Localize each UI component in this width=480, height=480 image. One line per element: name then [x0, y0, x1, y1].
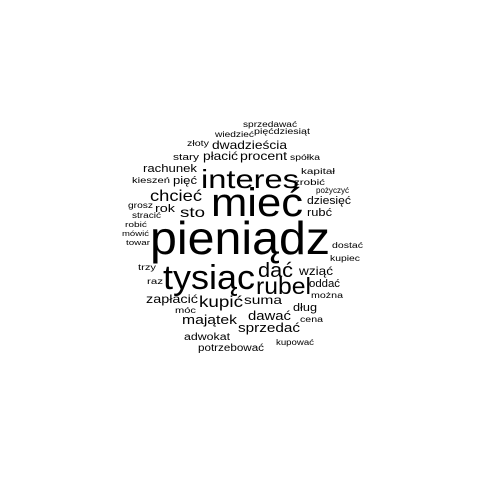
word-kieszen: kieszeń [132, 176, 170, 185]
word-pieniadz: pieniądz [150, 212, 330, 264]
word-kupowac: kupować [276, 338, 314, 347]
word-interes: interes [201, 164, 299, 194]
word-procent: procent [240, 149, 288, 163]
word-wziac: wziąć [298, 264, 333, 278]
word-trzy: trzy [138, 263, 156, 272]
word-dostac: dostać [332, 241, 363, 250]
word-towar: towar [126, 240, 151, 247]
word-zrobic: zrobić [294, 178, 325, 187]
word-potrzebowac: potrzebować [198, 343, 264, 354]
word-rachunek: rachunek [143, 163, 198, 175]
word-kapital: kapitał [301, 167, 335, 176]
word-zloty: złoty [187, 139, 209, 148]
word-tysiac: tysiąc [163, 259, 255, 297]
word-pozyczyc: pożyczyć [316, 186, 349, 195]
word-mozna: można [311, 291, 344, 300]
word-adwokat: adwokat [184, 332, 230, 343]
word-dwadziescia: dwadzieścia [212, 138, 287, 152]
word-suma: suma [244, 293, 282, 307]
word-kupiec: kupiec [330, 254, 360, 263]
word-sto: sto [180, 204, 205, 220]
word-majatek: majątek [182, 312, 238, 327]
word-kupic: kupić [199, 294, 243, 311]
word-dlug: dług [293, 302, 317, 314]
word-chciec: chcieć [150, 188, 202, 205]
word-oddac: oddać [309, 278, 341, 290]
word-robic: robić [125, 222, 148, 229]
word-piec: pięć [173, 175, 198, 187]
word-dac: dać [258, 260, 293, 282]
word-miec: mieć [211, 181, 303, 225]
word-sprzedac: sprzedać [238, 320, 301, 335]
word-grosz: grosz [128, 201, 153, 210]
word-dawac: dawać [248, 308, 292, 323]
word-rubc: rubć [307, 207, 333, 219]
word-rok: rok [155, 203, 176, 215]
word-stracic: stracić [132, 211, 161, 220]
word-spolka: spółka [290, 153, 321, 162]
word-mowic: mówić [122, 231, 150, 238]
word-zaplacic: zapłacić [146, 292, 198, 306]
word-piecdziesiat: pięćdziesiąt [254, 127, 311, 136]
word-raz: raz [147, 277, 163, 286]
word-rubel: rubel [256, 273, 311, 299]
word-stary: stary [173, 152, 200, 162]
word-cena: cena [300, 315, 324, 324]
word-placic: płacić [203, 149, 238, 163]
word-sprzedawac: sprzedawać [243, 120, 297, 129]
word-dziesiec: dziesięć [307, 195, 352, 207]
word-wiedziec: wiedzieć [214, 130, 254, 139]
word-moc: móc [175, 306, 196, 315]
